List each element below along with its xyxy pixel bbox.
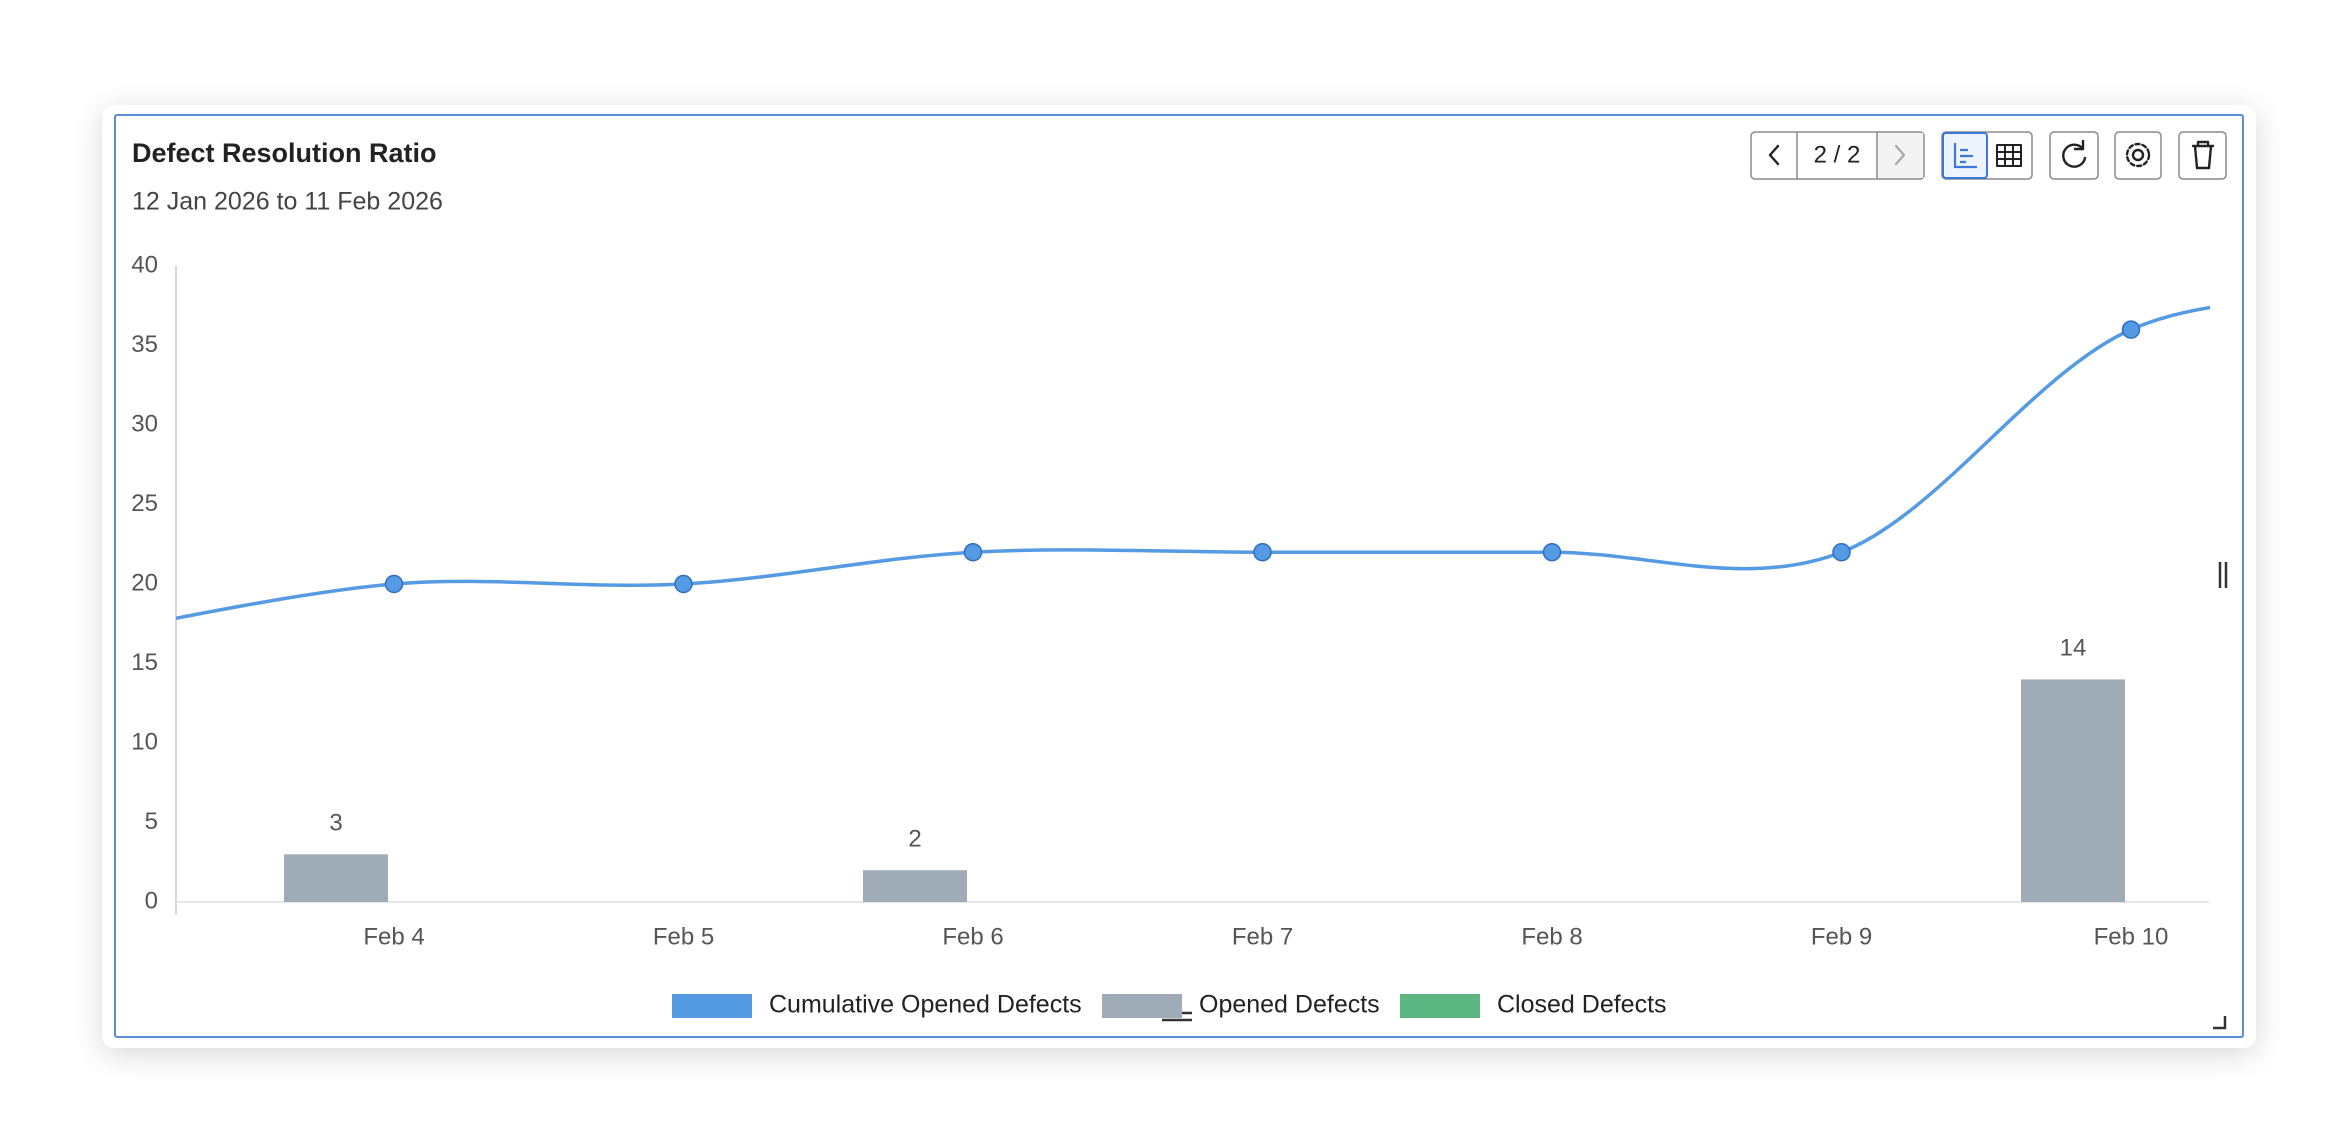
resize-corner[interactable] [2213,1016,2227,1030]
settings-icon [2131,148,2145,162]
delete-button[interactable] [2178,131,2227,180]
settings-button[interactable] [2114,131,2162,180]
resize-handle[interactable] [2218,562,2228,588]
y-tick-label: 0 [145,887,158,914]
y-tick-label: 40 [131,251,158,278]
settings-icon [2125,142,2151,168]
y-tick-label: 30 [131,410,158,437]
x-tick-label: Feb 7 [1232,923,1293,950]
y-tick-label: 15 [131,649,158,676]
y-tick-label: 35 [131,331,158,358]
data-label: 14 [2060,635,2087,662]
x-tick-label: Feb 5 [653,923,714,950]
legend-swatch [1400,994,1480,1018]
line [176,305,2210,621]
delete-icon [2191,140,2215,170]
legend-label: Closed Defects [1497,991,1667,1019]
point [1542,542,1562,562]
widget-card [102,105,2256,1048]
legend-swatch [672,994,752,1018]
data-label: 2 [908,826,921,853]
x-tick-label: Feb 8 [1521,923,1582,950]
x-tick-label: Feb 6 [942,923,1003,950]
refresh-button[interactable] [2049,131,2099,180]
view-toggle [1941,131,2033,180]
pager-label: 2 / 2 [1814,141,1861,168]
x-tick-label: Feb 10 [2094,923,2169,950]
x-tick-label: Feb 9 [1811,923,1872,950]
table-view-button[interactable] [1996,144,2022,167]
bar [2021,679,2125,902]
widget-border [114,114,2244,1038]
point [384,574,404,594]
point [2121,320,2141,339]
legend-label: Opened Defects [1199,991,1380,1019]
x-tick-label: Feb 4 [363,923,424,950]
data-label: 3 [329,810,342,837]
legend-swatch [1102,994,1182,1018]
point [963,542,983,562]
y-tick-label: 20 [131,569,158,596]
next-bg [1877,133,1923,178]
bar [863,870,967,902]
y-tick-label: 25 [131,490,158,517]
point [96,623,113,640]
point [674,574,693,594]
prev-button[interactable] [1768,144,1780,166]
y-tick-label: 10 [131,728,158,755]
point [1832,542,1851,562]
chart-title: Defect Resolution Ratio [132,138,437,168]
pager: 2 / 2 [1750,131,1925,180]
chart-subtitle: 12 Jan 2026 to 11 Feb 2026 [132,188,443,216]
next-button[interactable] [1894,144,1906,166]
refresh-icon [2062,139,2087,168]
y-tick-label: 5 [145,808,158,835]
chart-icon [1953,143,1977,169]
point [1253,542,1272,562]
legend-label: Cumulative Opened Defects [769,991,1082,1019]
bar [284,854,388,902]
plot-area [96,305,2210,902]
